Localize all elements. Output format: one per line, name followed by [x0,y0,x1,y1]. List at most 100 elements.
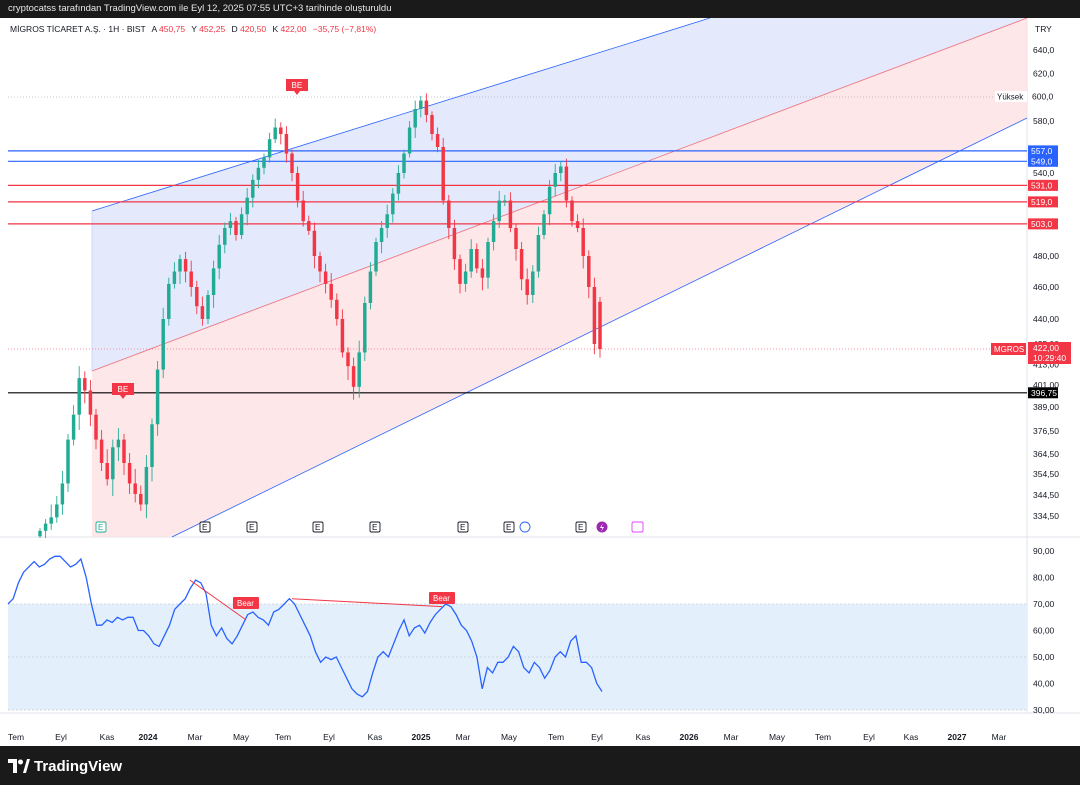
candle[interactable] [407,127,412,154]
candle[interactable] [43,523,48,531]
candle[interactable] [262,157,266,168]
candle[interactable] [239,214,244,235]
candle[interactable] [178,259,182,272]
candle[interactable] [419,100,423,109]
candle[interactable] [189,271,193,288]
candle[interactable] [94,414,98,440]
candle[interactable] [245,197,249,215]
candle[interactable] [122,439,126,463]
candle[interactable] [273,127,277,140]
candle[interactable] [55,504,59,518]
candle[interactable] [391,193,395,215]
candle[interactable] [385,214,389,228]
candle[interactable] [335,299,339,319]
candle[interactable] [447,200,451,229]
candle[interactable] [161,319,165,370]
candle[interactable] [183,259,188,272]
candle[interactable] [396,173,401,194]
signal-badge[interactable] [112,383,134,399]
candle[interactable] [402,153,406,174]
candle[interactable] [133,483,137,494]
channel-upper-line[interactable] [91,17,711,212]
chart-svg[interactable]: MİGROS TİCARET A.Ş. · 1H · BIST A 450,75… [0,17,1080,746]
candle[interactable] [144,467,149,505]
rsi-pane[interactable]: Bear Bear [7,555,1027,711]
candle[interactable] [575,221,580,228]
candle[interactable] [536,235,541,272]
candle[interactable] [66,439,70,484]
earnings-marker[interactable] [312,521,324,533]
candle[interactable] [267,139,272,158]
earnings-marker[interactable] [503,521,515,533]
candle[interactable] [38,530,42,537]
candle[interactable] [150,424,154,467]
candle[interactable] [497,200,501,222]
candle[interactable] [413,109,417,128]
signal-badge[interactable] [286,79,308,95]
candle[interactable] [463,271,468,284]
chart-area[interactable]: MİGROS TİCARET A.Ş. · 1H · BIST A 450,75… [0,17,1080,746]
candle[interactable] [329,283,333,300]
candle[interactable] [99,439,104,463]
candle[interactable] [83,378,87,391]
candle[interactable] [312,230,317,256]
candle[interactable] [346,352,350,367]
candle[interactable] [139,493,143,505]
candle[interactable] [251,179,255,198]
earnings-marker[interactable] [199,521,211,533]
candle[interactable] [116,439,121,448]
candle[interactable] [228,221,233,228]
candle[interactable] [307,221,311,231]
candle[interactable] [514,228,518,249]
bear-label-badge[interactable] [233,597,259,609]
dividend-icon[interactable] [519,521,531,533]
candle[interactable] [435,134,440,147]
candle[interactable] [111,447,115,480]
candle[interactable] [223,228,227,245]
candle[interactable] [469,249,473,272]
candle[interactable] [60,483,65,505]
candle[interactable] [452,228,457,260]
candle[interactable] [323,271,328,284]
candle[interactable] [508,200,513,229]
earnings-marker[interactable] [457,521,469,533]
candle[interactable] [340,319,345,353]
candle[interactable] [284,134,289,154]
candle[interactable] [357,352,361,387]
candle[interactable] [458,259,462,284]
tradingview-logo[interactable]: TradingView [8,757,122,775]
earnings-marker[interactable] [575,521,587,533]
candle[interactable] [475,249,479,269]
candle[interactable] [542,214,546,235]
candle[interactable] [206,295,210,319]
candle[interactable] [525,279,529,295]
candle[interactable] [441,147,445,201]
candle[interactable] [49,517,53,524]
candle[interactable] [318,256,322,272]
candle[interactable] [351,366,356,387]
candle[interactable] [195,287,199,307]
candle[interactable] [105,463,109,480]
candle[interactable] [564,166,569,201]
candle[interactable] [374,242,378,272]
candle[interactable] [531,271,535,296]
candle[interactable] [491,221,496,242]
candle[interactable] [88,390,93,415]
candle[interactable] [379,228,384,242]
candle[interactable] [301,200,305,222]
candle[interactable] [295,173,300,201]
candle[interactable] [363,303,367,353]
earnings-marker[interactable] [369,521,381,533]
candle[interactable] [167,283,171,319]
candle[interactable] [279,127,283,135]
candle[interactable] [581,228,585,256]
candle[interactable] [503,200,507,202]
rsi-line[interactable] [7,555,603,698]
upcoming-earnings-marker[interactable] [631,521,644,533]
candle[interactable] [77,378,81,415]
candle[interactable] [424,100,429,115]
candle[interactable] [368,271,373,304]
candle[interactable] [592,287,597,344]
candle[interactable] [519,249,524,280]
candle[interactable] [290,153,294,174]
